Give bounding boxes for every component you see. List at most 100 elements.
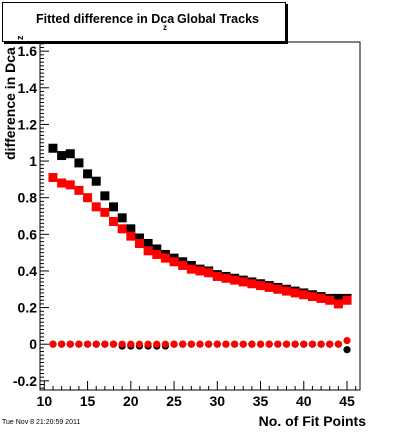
- red-square-marker: [109, 216, 119, 226]
- red-circle-marker: [274, 340, 282, 348]
- red-square-marker: [178, 260, 188, 270]
- red-square-marker: [281, 286, 291, 296]
- black-square-marker: [83, 169, 93, 179]
- red-square-marker: [152, 249, 162, 259]
- red-square-marker: [143, 246, 153, 256]
- x-tick-label: 40: [296, 393, 312, 409]
- red-circle-marker: [282, 340, 291, 348]
- red-circle-marker: [75, 340, 83, 348]
- red-circle-marker: [83, 340, 92, 348]
- red-circle-marker: [135, 340, 144, 348]
- x-tick-label: 35: [253, 393, 269, 409]
- red-square-marker: [100, 207, 110, 217]
- red-circle-marker: [317, 340, 325, 348]
- red-circle-marker: [326, 340, 334, 348]
- red-square-marker: [83, 193, 93, 203]
- chart-title-main: Fitted difference in Dca: [36, 12, 175, 26]
- y-tick-label: 1: [29, 153, 37, 169]
- red-circle-marker: [256, 340, 265, 348]
- red-circle-marker: [179, 340, 187, 348]
- y-tick-label: 0.6: [18, 226, 38, 242]
- red-circle-marker: [205, 340, 213, 348]
- red-circle-marker: [265, 340, 273, 348]
- black-square-marker: [57, 151, 67, 161]
- red-circle-marker: [230, 340, 239, 348]
- red-square-marker: [238, 277, 248, 287]
- red-square-marker: [221, 273, 231, 283]
- red-circle-marker: [92, 340, 100, 348]
- red-circle-marker: [343, 336, 351, 345]
- black-circle-marker: [343, 346, 351, 354]
- red-square-marker: [65, 180, 75, 190]
- chart-title-tail: Global Tracks: [177, 12, 259, 26]
- red-square-marker: [117, 224, 127, 234]
- red-square-marker: [126, 231, 136, 241]
- red-circle-marker: [213, 340, 221, 348]
- red-square-marker: [160, 253, 170, 263]
- red-circle-marker: [66, 340, 74, 348]
- black-square-marker: [134, 233, 144, 243]
- y-tick-label: 1.2: [18, 116, 38, 132]
- x-tick-label: 30: [210, 393, 226, 409]
- black-square-marker: [126, 224, 136, 234]
- red-square-marker: [299, 290, 309, 300]
- x-tick-label: 10: [37, 393, 53, 409]
- red-square-marker: [186, 264, 196, 274]
- x-axis-title: No. of Fit Points: [259, 413, 367, 429]
- red-square-marker: [264, 282, 274, 292]
- red-circle-marker: [161, 340, 170, 348]
- black-square-marker: [143, 238, 153, 248]
- red-square-marker: [256, 281, 266, 291]
- chart-title-subscript: z: [163, 23, 167, 32]
- y-axis-title-group: difference in Dca z: [2, 35, 25, 160]
- red-square-marker: [74, 185, 84, 195]
- red-circle-marker: [239, 340, 247, 348]
- black-square-marker: [117, 213, 127, 223]
- red-square-marker: [316, 293, 326, 303]
- red-square-marker: [195, 266, 205, 276]
- red-square-marker: [290, 288, 300, 298]
- x-tick-label: 45: [339, 393, 355, 409]
- red-square-marker: [247, 279, 257, 289]
- y-tick-label: 1.4: [18, 80, 38, 96]
- red-circle-marker: [222, 340, 230, 348]
- axis-tick-labels: 10 15 20 25 30 35 40 45 -0.2 0 0.2 0.4 0.6 0.8 1 1.2 1.4…: [13, 43, 355, 409]
- black-square-marker: [100, 191, 110, 201]
- timestamp-footer: Tue Nov 8 21:20:59 2011: [2, 419, 81, 426]
- red-square-marker: [204, 268, 214, 278]
- black-square-marker: [333, 293, 343, 303]
- red-square-marker: [333, 299, 343, 309]
- y-tick-label: 0.2: [18, 300, 38, 316]
- black-square-marker: [109, 202, 119, 212]
- red-circle-marker: [248, 340, 256, 348]
- red-circle-marker: [144, 340, 152, 348]
- plot-frame: [39, 41, 361, 391]
- red-square-marker: [212, 271, 222, 281]
- x-tick-label: 15: [80, 393, 96, 409]
- data-markers: [48, 143, 352, 354]
- red-circle-marker: [334, 340, 342, 348]
- red-square-marker: [325, 295, 335, 305]
- red-square-marker: [57, 178, 67, 188]
- title-box: Fitted difference in Dca z Global Tracks: [2, 2, 286, 42]
- y-tick-label: 1.6: [18, 43, 38, 59]
- x-tick-label: 20: [123, 393, 139, 409]
- black-square-marker: [65, 149, 75, 159]
- red-square-marker: [273, 284, 283, 294]
- black-square-marker: [152, 244, 162, 254]
- red-circle-marker: [291, 340, 299, 348]
- y-tick-label: -0.2: [13, 373, 37, 389]
- red-circle-marker: [187, 340, 195, 348]
- black-square-marker: [91, 176, 101, 186]
- y-tick-label: 0.4: [18, 263, 38, 279]
- red-circle-marker: [127, 340, 135, 348]
- red-circle-marker: [118, 340, 126, 348]
- black-square-marker: [48, 143, 58, 153]
- x-tick-label: 25: [166, 393, 182, 409]
- red-square-marker: [342, 295, 352, 305]
- red-square-marker: [169, 257, 179, 267]
- red-circle-marker: [58, 340, 66, 348]
- red-circle-marker: [300, 340, 308, 348]
- red-square-marker: [48, 173, 58, 183]
